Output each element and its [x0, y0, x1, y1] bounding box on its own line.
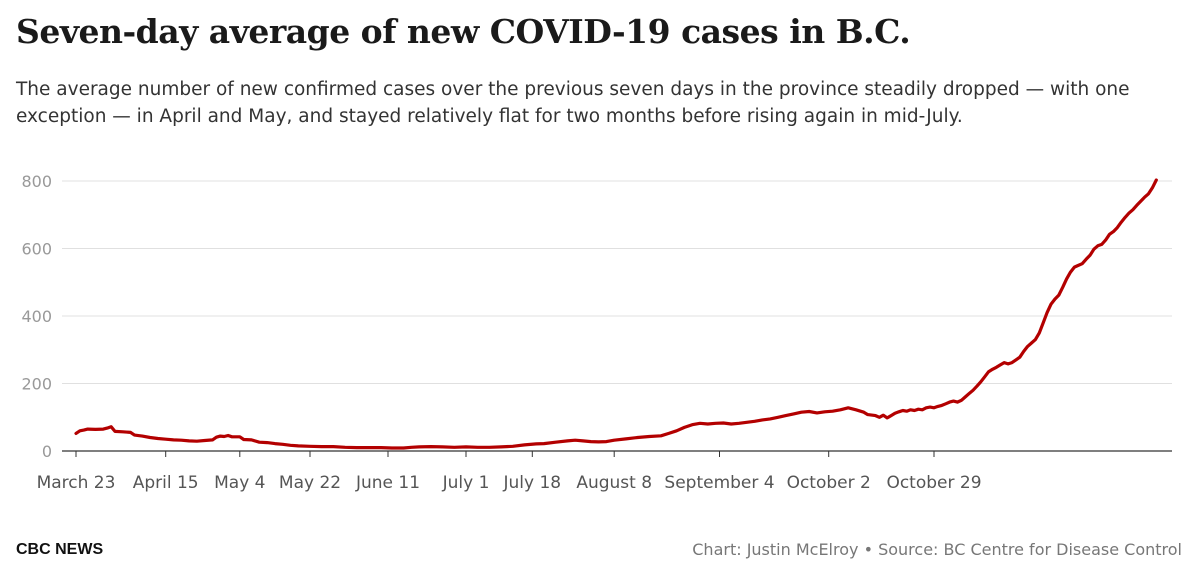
y-tick-label: 600 [21, 240, 52, 259]
grid-lines [62, 180, 1172, 452]
brand-logo: CBC NEWS [16, 541, 104, 558]
y-tick-label: 800 [21, 172, 52, 191]
source-credit: Chart: Justin McElroy • Source: BC Centr… [692, 540, 1182, 559]
x-tick-label: July 1 [442, 473, 490, 493]
y-tick-label: 0 [42, 442, 52, 461]
x-tick-label: June 11 [355, 473, 420, 493]
series-line-cases [74, 178, 1158, 450]
line-chart: 0 200 400 600 800 March 23 April 15 May 4 May 2… [21, 172, 1172, 493]
chart-title: Seven-day average of new COVID-19 cases … [16, 12, 911, 51]
x-axis-ticks: March 23 April 15 May 4 May 22 June 11 July 1… [37, 451, 982, 493]
x-tick-label: October 29 [886, 473, 981, 493]
y-tick-label: 400 [21, 307, 52, 326]
chart-subtitle: The average number of new confirmed case… [16, 79, 1130, 127]
x-tick-label: May 22 [279, 473, 341, 493]
x-tick-label: April 15 [133, 473, 199, 493]
series-group [74, 178, 1158, 450]
x-tick-label: August 8 [576, 473, 652, 493]
x-tick-label: May 4 [214, 473, 265, 493]
x-tick-label: September 4 [664, 473, 774, 493]
y-axis-ticks: 0 200 400 600 800 [21, 172, 52, 461]
x-tick-label: July 18 [502, 473, 561, 493]
x-tick-label: March 23 [37, 473, 116, 493]
x-tick-label: October 2 [787, 473, 871, 493]
y-tick-label: 200 [21, 375, 52, 394]
